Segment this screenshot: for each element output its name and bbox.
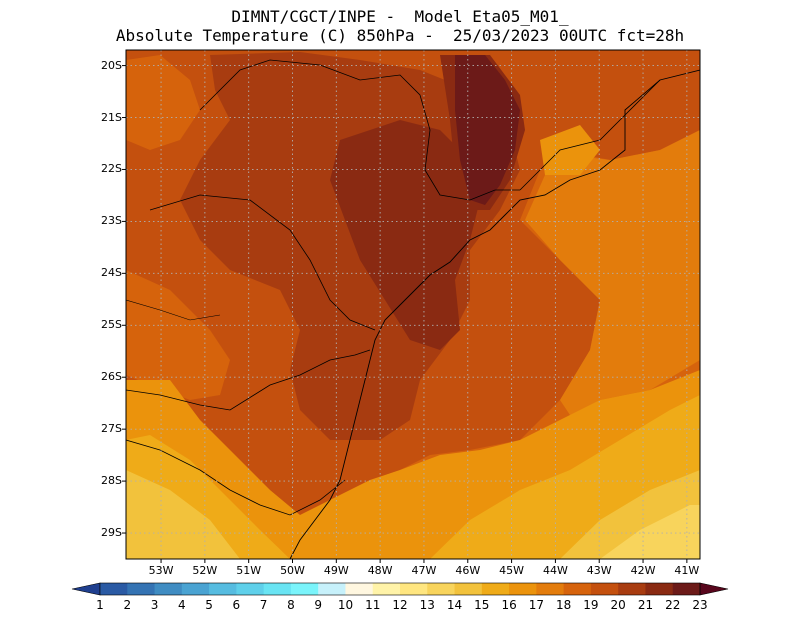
lon-tick-label: 47W: [411, 564, 437, 577]
lon-tick-label: 48W: [367, 564, 393, 577]
lat-tick-label: 24S: [101, 266, 122, 280]
colorbar-label: 3: [150, 598, 159, 612]
lat-tick-label: 27S: [101, 422, 122, 436]
colorbar-segment: [372, 583, 401, 595]
colorbar-label: 16: [501, 598, 517, 612]
colorbar-label: 17: [528, 598, 544, 612]
lon-tick-label: 44W: [542, 564, 568, 577]
colorbar-label: 9: [314, 598, 322, 612]
colorbar-segment: [290, 583, 319, 595]
field-19-20-pocket-nw: [126, 55, 200, 150]
colorbar-label: 19: [583, 598, 599, 612]
field-18-19-east: [525, 130, 700, 430]
lat-lon-grid: [126, 50, 700, 559]
colorbar-label: 21: [637, 598, 654, 612]
colorbar-segment: [318, 583, 346, 595]
colorbar-outline: [99, 582, 701, 596]
country-border: [126, 299, 221, 321]
colorbar-segment: [345, 583, 374, 595]
lat-tick-label: 29S: [101, 526, 122, 540]
colorbar-label: 1: [96, 598, 104, 612]
colorbar-label: 8: [287, 598, 295, 612]
colorbar-segment: [454, 583, 483, 595]
colorbar-label: 7: [259, 598, 268, 612]
lon-tick-label: 45W: [499, 564, 525, 577]
colorbar-segment: [427, 583, 456, 595]
colorbar-label: 4: [177, 598, 186, 612]
state-border-sc: [126, 349, 371, 411]
colorbar-label: 5: [205, 598, 213, 612]
colorbar-segment: [154, 583, 183, 595]
state-border-sp: [199, 59, 520, 201]
lat-tick-label: 28S: [101, 474, 122, 488]
colorbar-label: 2: [123, 598, 132, 612]
colorbar-label: 12: [392, 598, 408, 612]
colorbar-segment: [618, 583, 646, 595]
lat-tick-label: 26S: [101, 370, 122, 384]
colorbar-segment: [181, 583, 210, 595]
colorbar-label: 18: [555, 598, 572, 612]
state-border-rs: [126, 439, 346, 516]
colorbar-label: 11: [365, 598, 381, 612]
lat-tick-label: 23S: [101, 214, 122, 228]
field-16-17: [126, 395, 700, 559]
field-14-15: [600, 505, 700, 559]
colorbar-label: 22: [665, 598, 681, 612]
colorbar-segment: [236, 583, 265, 595]
colorbar-segment: [127, 583, 156, 595]
state-border-rj: [519, 79, 661, 191]
colorbar-underflow-arrow: [71, 582, 101, 596]
lon-tick-label: 46W: [455, 564, 481, 577]
colorbar-label: 13: [419, 598, 435, 612]
colorbar-segment: [563, 583, 592, 595]
temperature-field: [126, 50, 700, 559]
lon-tick-label: 52W: [192, 564, 218, 577]
colorbar-label: 23: [692, 598, 708, 612]
lat-tick-label: 20S: [101, 58, 122, 72]
plot-frame: [125, 49, 701, 560]
colorbar-label: 6: [232, 598, 241, 612]
colorbar: [71, 582, 729, 596]
colorbar-segment: [672, 583, 701, 595]
colorbar-segment: [209, 583, 237, 595]
colorbar-segment: [590, 583, 619, 595]
lon-tick-label: 50W: [280, 564, 305, 577]
colorbar-segment: [509, 583, 537, 595]
map-title-line-1: DIMNT/CGCT/INPE - Model Eta05_M01_: [231, 7, 569, 26]
field-23-plus: [455, 55, 520, 205]
lon-tick-label: 51W: [236, 564, 262, 577]
field-19-20-pocket-w: [126, 270, 230, 400]
lat-tick-label: 25S: [101, 318, 122, 332]
coastline: [289, 69, 700, 559]
colorbar-segment: [400, 583, 428, 595]
colorbar-segment: [645, 583, 674, 595]
lat-tick-label: 22S: [101, 162, 122, 176]
state-border-pr: [149, 194, 376, 331]
axis-ticks: [122, 65, 688, 563]
map-title-line-2: Absolute Temperature (C) 850hPa - 25/03/…: [115, 26, 685, 45]
lat-tick-label: 21S: [101, 110, 122, 124]
colorbar-segment: [481, 583, 510, 595]
lon-tick-label: 42W: [630, 564, 656, 577]
colorbar-overflow-arrow: [699, 582, 729, 596]
field-22-23: [330, 120, 480, 350]
colorbar-label: 15: [474, 598, 490, 612]
colorbar-label: 20: [610, 598, 626, 612]
lon-tick-label: 53W: [148, 564, 174, 577]
lon-tick-label: 49W: [323, 564, 349, 577]
colorbar-label: 14: [446, 598, 463, 612]
colorbar-segment: [100, 583, 128, 595]
colorbar-label: 10: [337, 598, 354, 612]
colorbar-segment: [263, 583, 292, 595]
lon-tick-label: 43W: [586, 564, 612, 577]
colorbar-segment: [536, 583, 565, 595]
lon-tick-label: 41W: [674, 564, 700, 577]
